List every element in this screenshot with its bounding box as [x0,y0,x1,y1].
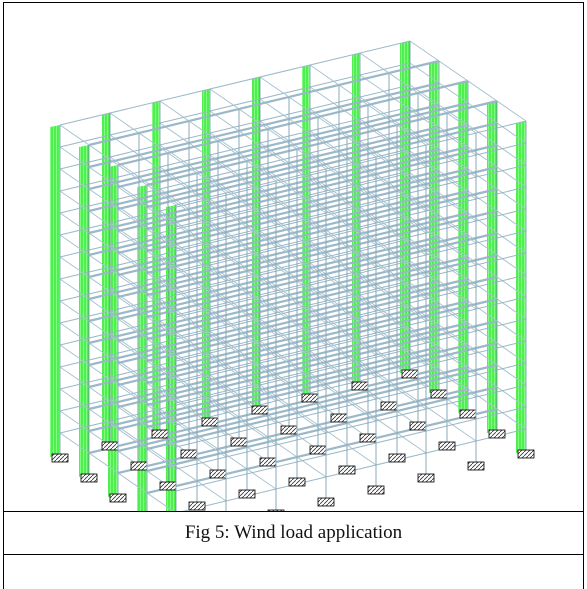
support [388,453,406,463]
beam [59,40,411,126]
support [380,401,398,411]
support [109,493,127,503]
support [209,469,227,479]
wind-load [50,125,60,457]
support [351,381,369,391]
support [338,465,356,475]
support [467,461,485,471]
support [151,429,169,439]
beam [146,385,498,473]
support [517,449,535,459]
support [101,441,119,451]
support [417,473,435,483]
support [459,409,477,419]
support [201,417,219,427]
support [238,489,256,499]
support [80,473,98,483]
support [309,445,327,455]
support [259,457,277,467]
beam [117,101,469,189]
support [330,413,348,423]
support [488,429,506,439]
support [359,433,377,443]
support [267,509,285,511]
support [180,449,198,459]
structural-model [50,40,535,511]
support [251,405,269,415]
support [301,393,319,403]
support [288,477,306,487]
beam [59,84,411,170]
beam [59,62,411,148]
support [317,497,335,507]
support [130,461,148,471]
support [280,425,298,435]
beam [175,406,527,492]
support [401,369,419,379]
support [51,453,69,463]
beam [88,59,440,147]
support [230,437,248,447]
support [430,389,448,399]
support [367,485,385,495]
beam [117,79,469,167]
support [409,421,427,431]
support [438,441,456,451]
figure-caption: Fig 5: Wind load application [184,522,403,543]
support [188,501,206,511]
beam [88,103,440,191]
table-border [3,2,584,589]
support [159,481,177,491]
beam [88,81,440,169]
